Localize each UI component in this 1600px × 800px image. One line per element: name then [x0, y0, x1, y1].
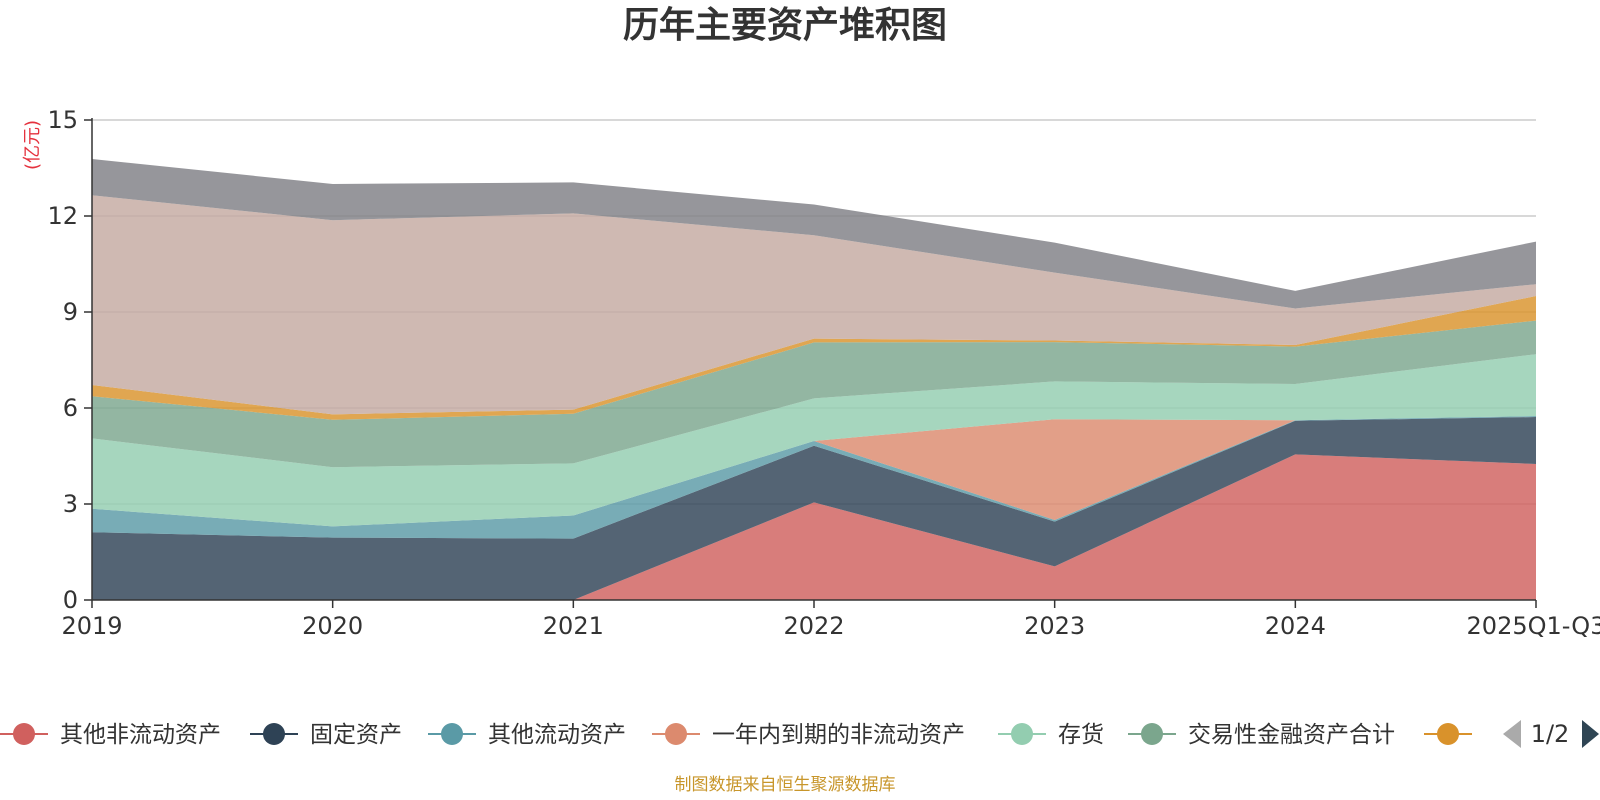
area-series[interactable]: 其他非流动资产	[92, 454, 1536, 600]
legend-label: 交易性金融资产合计	[1188, 722, 1395, 748]
area-series[interactable]: 应收票据	[92, 296, 1536, 420]
y-tick-label: 3	[63, 490, 78, 518]
legend-next-icon[interactable]	[1582, 720, 1599, 748]
legend-prev-icon[interactable]	[1503, 720, 1521, 748]
legend-label: 存货	[1058, 722, 1104, 748]
area-series[interactable]: 其他流动资产	[92, 416, 1536, 539]
area-series[interactable]: 交易性金融资产合计	[92, 320, 1536, 468]
x-tick-label: 2023	[1024, 612, 1085, 640]
legend-marker	[1437, 723, 1459, 745]
legend-item[interactable]: 固定资产	[250, 722, 402, 748]
y-axis-unit: (亿元)	[22, 120, 43, 170]
legend-label: 固定资产	[310, 722, 402, 748]
x-tick-label: 2022	[783, 612, 844, 640]
x-tick-label: 2024	[1265, 612, 1326, 640]
area-series[interactable]: 固定资产	[92, 417, 1536, 600]
legend-marker	[665, 723, 687, 745]
legend-marker	[1011, 723, 1033, 745]
area-series[interactable]: 货币资金	[92, 195, 1536, 415]
source-note: 制图数据来自恒生聚源数据库	[675, 775, 896, 795]
legend-marker	[13, 723, 35, 745]
legend-item[interactable]: 存货	[998, 722, 1104, 748]
legend-label: 一年内到期的非流动资产	[712, 722, 965, 748]
legend-page-indicator: 1/2	[1531, 720, 1570, 748]
y-tick-label: 0	[63, 586, 78, 614]
legend-item[interactable]: 一年内到期的非流动资产	[652, 722, 965, 748]
legend-marker	[1141, 723, 1163, 745]
chart-title: 历年主要资产堆积图	[623, 5, 947, 46]
legend-item[interactable]	[1424, 723, 1472, 745]
x-tick-label: 2025Q1-Q3	[1467, 612, 1600, 640]
x-tick-label: 2020	[302, 612, 363, 640]
x-tick-label: 2019	[61, 612, 122, 640]
legend-label: 其他流动资产	[488, 722, 626, 748]
axes: 0 3 6 9 12 15 2019 2020 2021 2022 2023 2024 2025Q1-Q…	[47, 106, 1600, 640]
area-series[interactable]: 应收账款	[92, 159, 1536, 309]
legend-item[interactable]: 其他非流动资产	[0, 722, 221, 748]
y-tick-label: 15	[47, 106, 78, 134]
legend-label: 其他非流动资产	[60, 722, 221, 748]
legend-marker	[263, 723, 285, 745]
y-tick-label: 12	[47, 202, 78, 230]
legend: 其他非流动资产 固定资产 其他流动资产 一年内到期的非流动资产 存货 交易性金融资产合计 1…	[0, 720, 1599, 748]
x-tick-label: 2021	[543, 612, 604, 640]
area-series[interactable]: 一年内到期的非流动资产	[92, 416, 1536, 527]
legend-marker	[441, 723, 463, 745]
y-tick-label: 9	[63, 298, 78, 326]
y-tick-label: 6	[63, 394, 78, 422]
area-series[interactable]: 存货	[92, 354, 1536, 527]
legend-item[interactable]: 其他流动资产	[428, 722, 626, 748]
stacked-areas[interactable]: 其他非流动资产固定资产其他流动资产一年内到期的非流动资产存货交易性金融资产合计应…	[92, 159, 1536, 600]
legend-item[interactable]: 交易性金融资产合计	[1128, 722, 1395, 748]
